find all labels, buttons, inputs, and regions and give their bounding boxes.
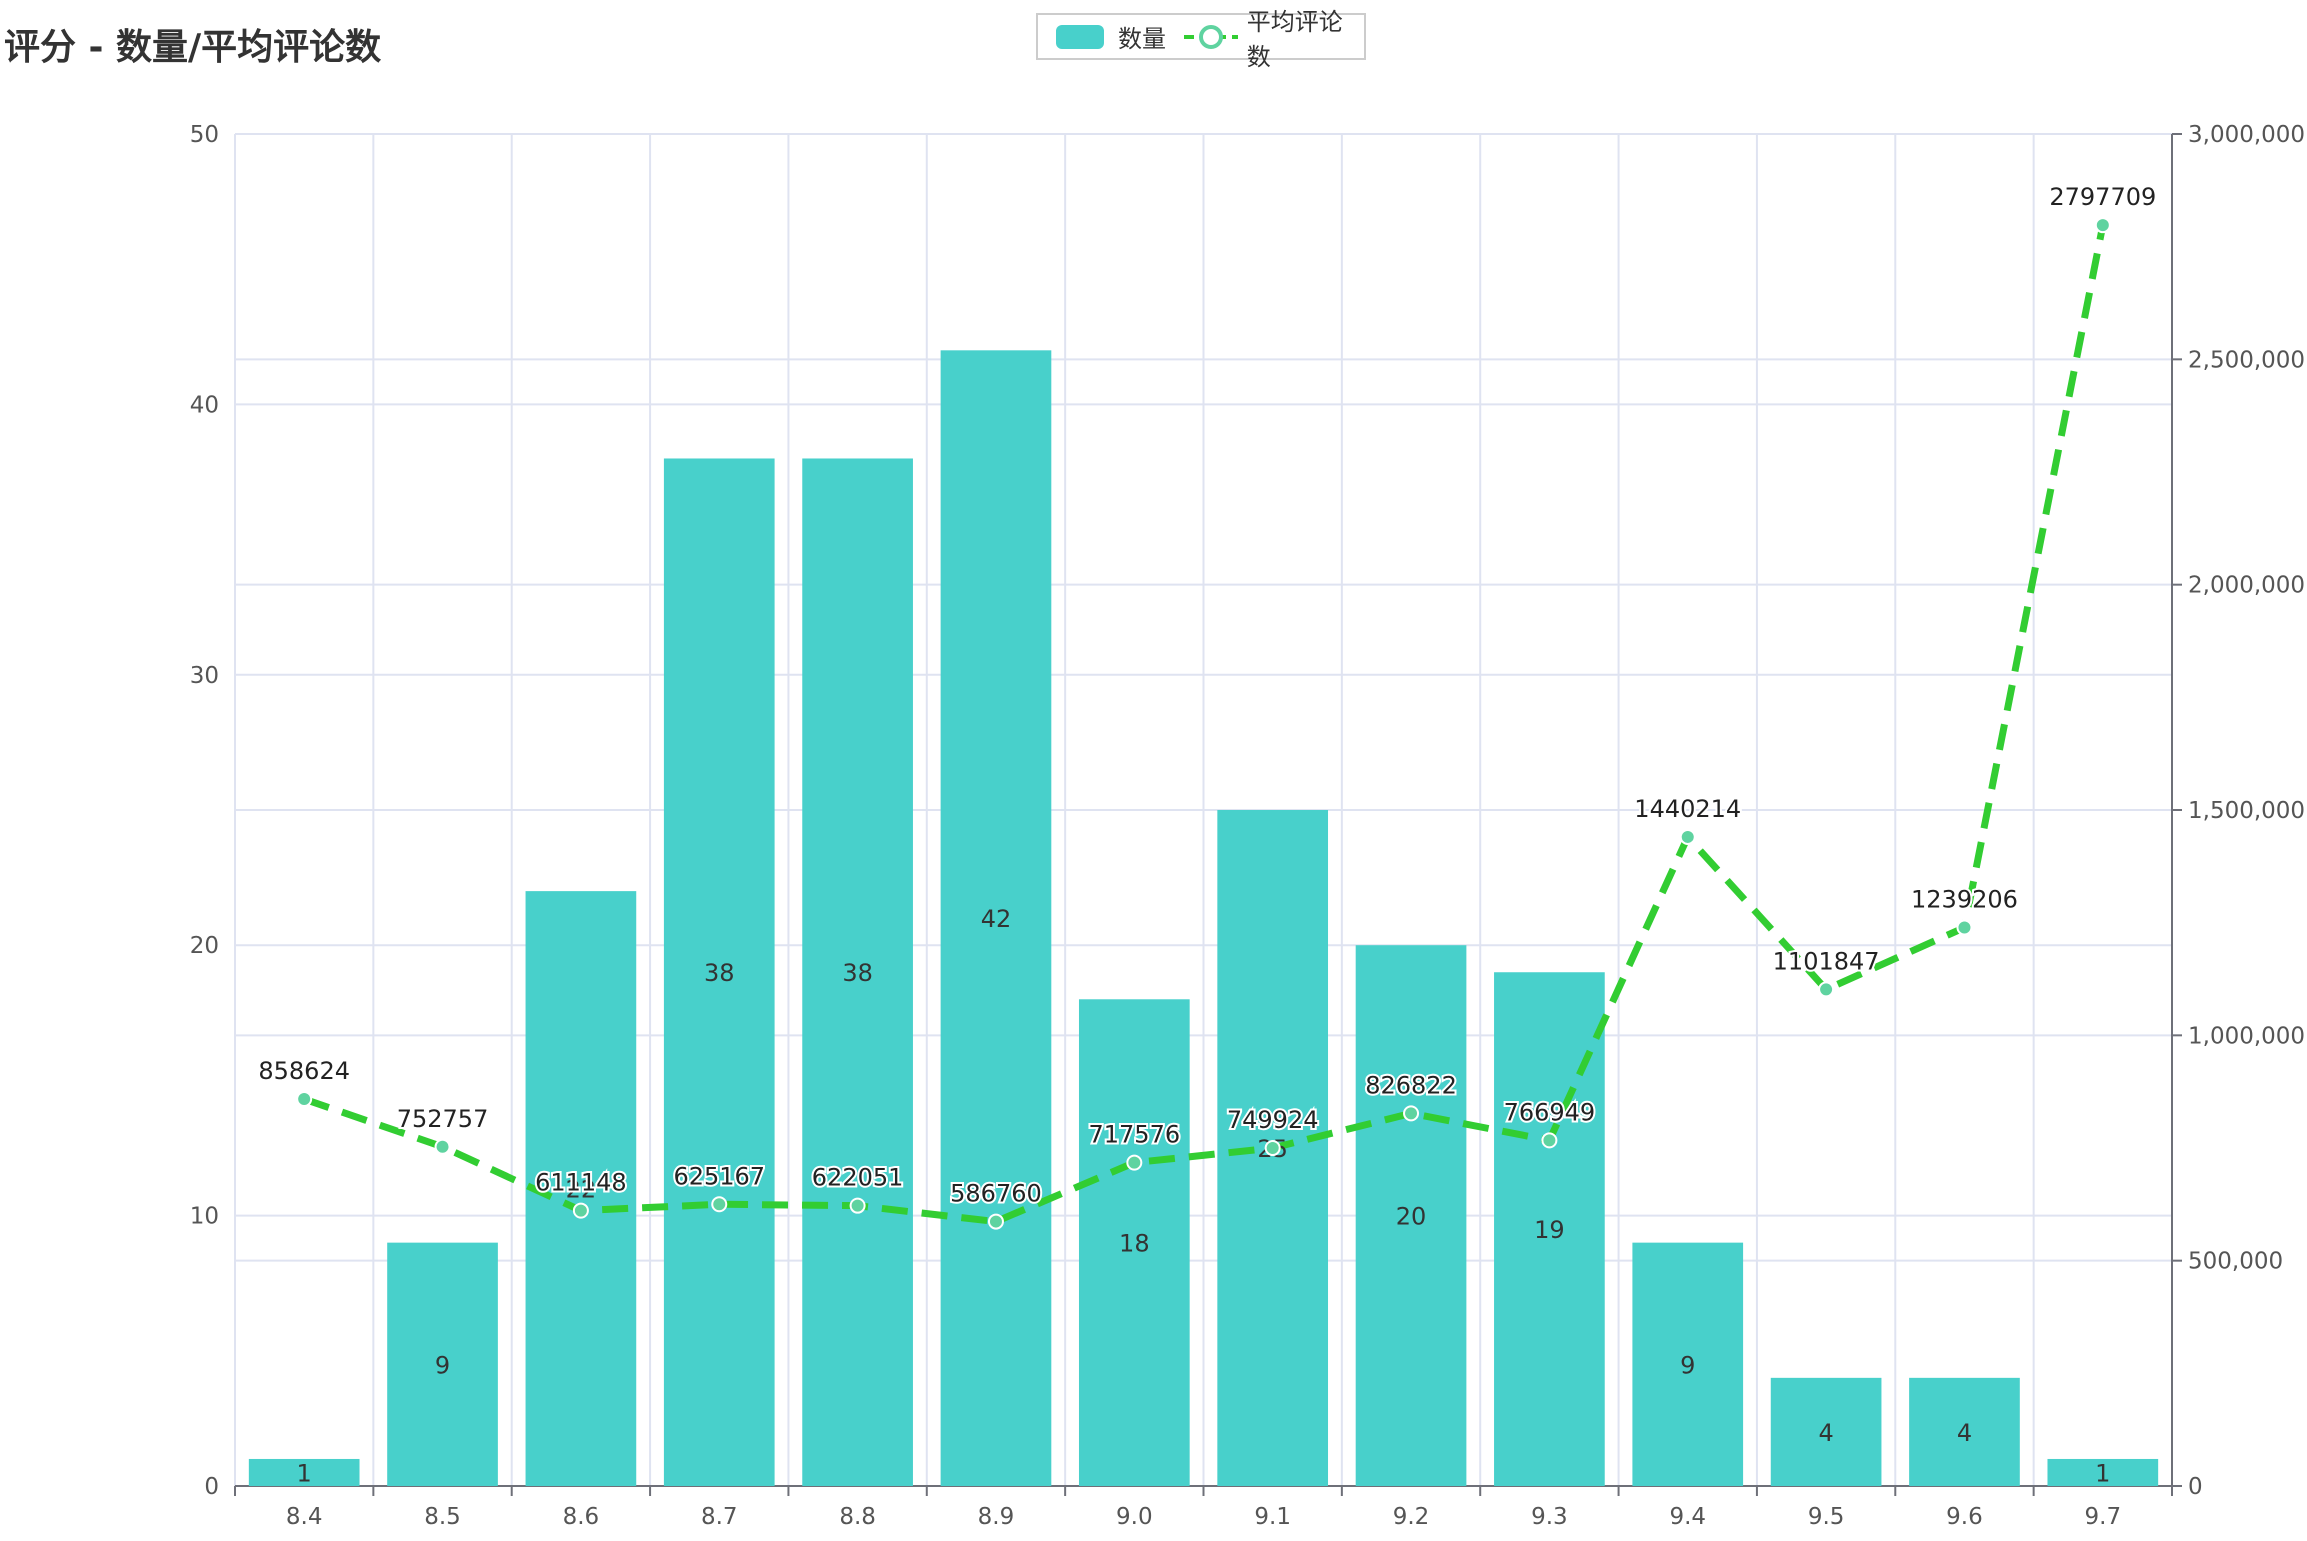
line-point[interactable] <box>1679 828 1696 845</box>
bar[interactable] <box>802 458 913 1487</box>
line-point[interactable] <box>987 1213 1004 1230</box>
bar-value-label: 1 <box>2095 1459 2110 1487</box>
bar[interactable] <box>1355 945 1467 1486</box>
bar-value-label: 4 <box>1818 1419 1833 1447</box>
bar-value-label: 22 <box>566 1176 597 1204</box>
y-right-tick-label: 0 <box>2188 1474 2203 1500</box>
x-tick-label: 9.3 <box>1531 1504 1568 1530</box>
y-left-tick-label: 50 <box>190 122 219 148</box>
line-value-label: 717576 <box>1089 1121 1181 1149</box>
bar-value-label: 9 <box>435 1351 450 1379</box>
legend-item-bar-series[interactable]: 数量 <box>1054 15 1166 58</box>
chart-title: 评分 - 数量/平均评论数 <box>4 27 382 68</box>
y-left-tick-label: 30 <box>190 663 219 689</box>
bar[interactable] <box>1078 999 1190 1486</box>
line-point[interactable] <box>296 1091 313 1108</box>
y-left-tick-label: 10 <box>190 1204 219 1230</box>
bar-value-label: 1 <box>297 1459 312 1487</box>
bar-value-label: 20 <box>1396 1203 1427 1231</box>
line-value-label: 611148 <box>535 1169 627 1197</box>
bar-value-label: 19 <box>1534 1216 1565 1244</box>
line-point[interactable] <box>849 1197 866 1214</box>
bar[interactable] <box>1770 1377 1882 1486</box>
bar[interactable] <box>940 350 1052 1486</box>
y-right-tick-label: 2,500,000 <box>2188 347 2305 373</box>
line-point[interactable] <box>1956 919 1973 936</box>
line-point[interactable] <box>711 1196 728 1213</box>
bar[interactable] <box>1909 1377 2020 1486</box>
line-point[interactable] <box>572 1202 589 1219</box>
x-tick-label: 9.0 <box>1116 1504 1153 1530</box>
line-value-label: 1101847 <box>1773 947 1880 975</box>
bar-swatch-icon <box>1056 24 1104 49</box>
line-swatch-icon <box>1184 24 1238 49</box>
bar-value-label: 42 <box>981 905 1012 933</box>
y-left-tick-label: 40 <box>190 392 219 418</box>
bar[interactable] <box>2047 1458 2159 1486</box>
line-point[interactable] <box>1126 1154 1143 1171</box>
line-value-label: 1239206 <box>1911 886 2018 914</box>
line-point[interactable] <box>1818 981 1835 998</box>
x-tick-label: 8.7 <box>701 1504 738 1530</box>
x-tick-label: 9.4 <box>1669 1504 1706 1530</box>
bar[interactable] <box>387 1242 498 1486</box>
line-value-label: 622051 <box>812 1164 904 1192</box>
legend-item-line-series[interactable]: 平均评论数 <box>1182 8 1364 71</box>
bar[interactable] <box>248 1458 360 1486</box>
line-point[interactable] <box>1264 1140 1281 1157</box>
x-tick-label: 9.5 <box>1808 1504 1845 1530</box>
x-tick-label: 8.6 <box>563 1504 600 1530</box>
line-value-label: 766949 <box>1504 1098 1596 1126</box>
line-value-label: 826822 <box>1365 1071 1457 1099</box>
legend: 数量 平均评论数 <box>1036 8 1366 71</box>
bar[interactable] <box>525 891 637 1486</box>
line-value-label: 858624 <box>258 1057 350 1085</box>
x-tick-label: 8.8 <box>839 1504 876 1530</box>
line-point[interactable] <box>2094 217 2111 234</box>
line-point[interactable] <box>1541 1132 1558 1149</box>
y-left-tick-label: 20 <box>190 933 219 959</box>
legend-label-bar-series: 数量 <box>1118 25 1166 53</box>
bar[interactable] <box>1632 1242 1744 1486</box>
y-right-tick-label: 1,500,000 <box>2188 798 2305 824</box>
y-right-tick-label: 3,000,000 <box>2188 122 2305 148</box>
x-tick-label: 9.6 <box>1946 1504 1983 1530</box>
x-tick-label: 9.7 <box>2085 1504 2122 1530</box>
line-series-path <box>303 224 2107 1226</box>
bar-value-label: 18 <box>1119 1230 1150 1258</box>
line-value-label: 625167 <box>673 1162 765 1190</box>
x-tick-label: 9.1 <box>1254 1504 1291 1530</box>
x-tick-label: 8.4 <box>286 1504 323 1530</box>
y-right-tick-label: 500,000 <box>2188 1249 2283 1275</box>
x-tick-label: 9.2 <box>1393 1504 1430 1530</box>
bar[interactable] <box>663 458 775 1487</box>
x-tick-label: 8.9 <box>978 1504 1015 1530</box>
y-left-tick-label: 0 <box>204 1474 219 1500</box>
legend-label-line-series: 平均评论数 <box>1246 7 1343 71</box>
x-tick-label: 8.5 <box>424 1504 461 1530</box>
line-value-label: 2797709 <box>2049 183 2156 211</box>
line-value-label: 752757 <box>397 1105 489 1133</box>
line-value-label: 1440214 <box>1634 795 1741 823</box>
line-point[interactable] <box>434 1138 451 1155</box>
y-right-tick-label: 1,000,000 <box>2188 1023 2305 1049</box>
line-value-label: 749924 <box>1227 1106 1319 1134</box>
y-right-tick-label: 2,000,000 <box>2188 573 2305 599</box>
bar-value-label: 9 <box>1680 1351 1695 1379</box>
bar-value-label: 4 <box>1957 1419 1972 1447</box>
bar-value-label: 38 <box>842 959 873 987</box>
bar-value-label: 38 <box>704 959 735 987</box>
line-point[interactable] <box>1403 1105 1420 1122</box>
line-value-label: 586760 <box>950 1180 1042 1208</box>
